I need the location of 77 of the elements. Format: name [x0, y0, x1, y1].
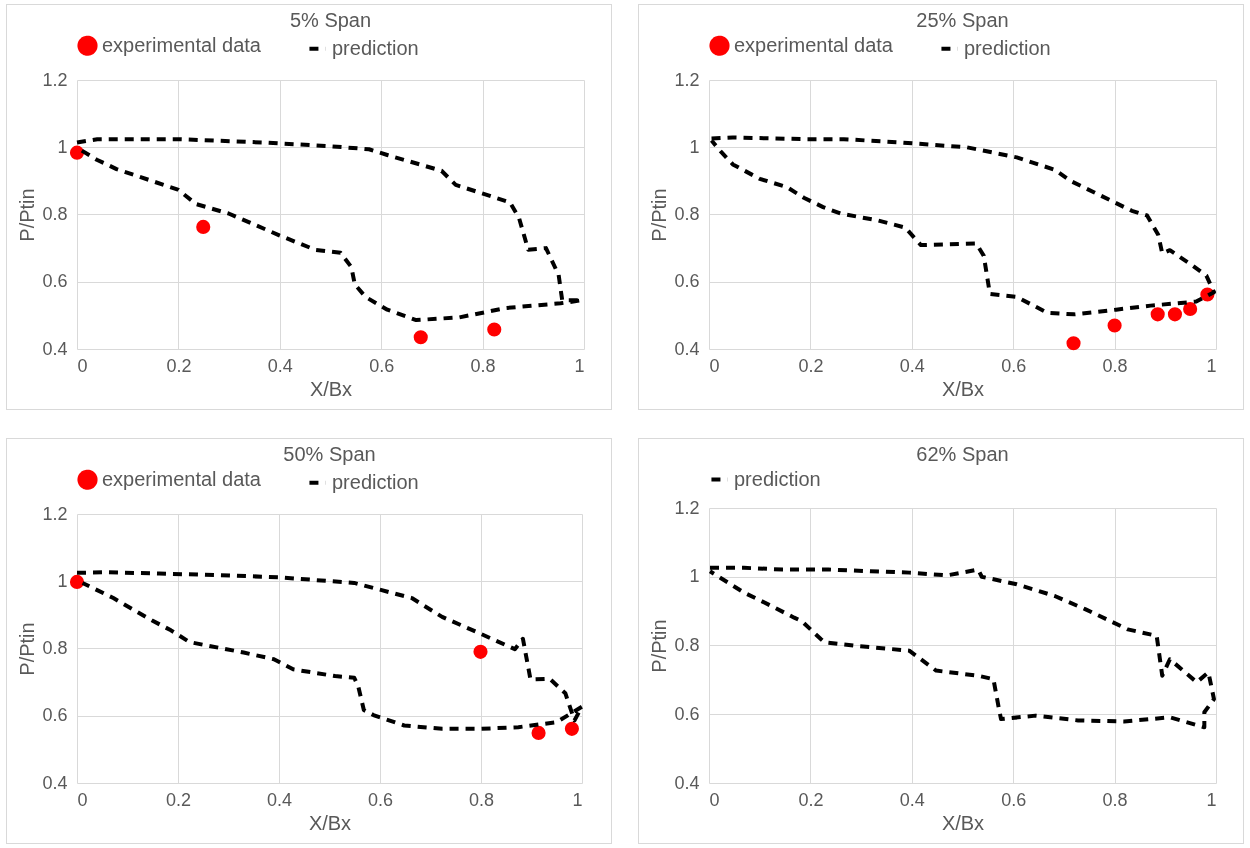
- point: [1183, 301, 1198, 317]
- point: [1167, 307, 1182, 322]
- legend-label: prediction: [332, 470, 419, 493]
- x-tick-label: 0.4: [899, 355, 925, 376]
- legend-label: prediction: [964, 36, 1051, 59]
- point: [196, 219, 211, 234]
- y-tick-label: 1: [689, 136, 700, 157]
- y-tick-label: 0.4: [42, 338, 68, 359]
- y-tick-label: 1: [57, 570, 68, 591]
- x-tick-label: 0.2: [798, 789, 824, 810]
- legend-label: experimental data: [102, 467, 262, 490]
- x-tick-label: 0.8: [1102, 355, 1128, 376]
- point: [69, 145, 85, 160]
- x-tick-label: 0.4: [899, 789, 925, 810]
- y-tick-label: 1.2: [42, 69, 68, 90]
- y-tick-label: 1.2: [674, 69, 700, 90]
- y-axis-title: P/Ptin: [648, 188, 671, 242]
- x-tick-label: 0.8: [468, 789, 495, 810]
- point: [531, 725, 546, 740]
- x-tick-label: 1: [1206, 355, 1217, 376]
- y-tick-label: 0.4: [674, 772, 700, 793]
- x-tick-label: 1: [1206, 789, 1217, 810]
- y-tick-label: 0.6: [42, 705, 68, 726]
- y-tick-label: 0.4: [674, 338, 700, 359]
- x-tick-label: 0.2: [165, 789, 192, 810]
- x-tick-label: 0.8: [470, 355, 496, 376]
- chart-title: 50% Span: [283, 443, 376, 465]
- point: [1107, 318, 1122, 333]
- legend-label: experimental data: [734, 33, 894, 56]
- x-tick-label: 0: [77, 789, 88, 810]
- legend-label: experimental data: [102, 33, 262, 56]
- x-axis-title: X/Bx: [309, 377, 353, 400]
- y-tick-label: 0.8: [674, 204, 700, 224]
- y-tick-label: 1.2: [42, 503, 68, 524]
- x-tick-label: 1: [574, 355, 585, 376]
- point: [473, 644, 488, 659]
- point: [564, 721, 579, 736]
- x-tick-label: 1: [572, 789, 583, 810]
- y-tick-label: 0.8: [42, 204, 68, 224]
- chart-title: 5% Span: [289, 9, 372, 31]
- line-series: [708, 565, 1216, 730]
- y-axis-title: P/Ptin: [648, 619, 671, 673]
- point: [1150, 307, 1165, 322]
- x-tick-label: 0.4: [266, 789, 293, 810]
- x-tick-label: 0.6: [367, 789, 394, 810]
- point: [487, 322, 502, 337]
- x-tick-label: 0: [709, 789, 720, 810]
- y-tick-label: 1: [57, 136, 68, 157]
- x-tick-label: 0.6: [1001, 355, 1027, 376]
- y-axis-title: P/Ptin: [16, 188, 39, 242]
- x-tick-label: 0: [77, 355, 88, 376]
- x-tick-label: 0.2: [798, 355, 824, 376]
- y-axis-title: P/Ptin: [16, 622, 39, 676]
- legend-label: prediction: [332, 36, 419, 59]
- y-tick-label: 0.6: [42, 271, 68, 292]
- y-tick-label: 1.2: [674, 497, 700, 518]
- point: [69, 574, 85, 589]
- x-tick-label: 0: [709, 355, 720, 376]
- point: [1066, 336, 1081, 351]
- chart-title: 25% Span: [916, 9, 1009, 31]
- x-axis-title: X/Bx: [941, 377, 985, 400]
- point: [413, 330, 428, 345]
- x-axis-title: X/Bx: [941, 811, 985, 834]
- y-tick-label: 0.8: [674, 635, 700, 655]
- y-tick-label: 0.8: [42, 638, 68, 658]
- x-axis-title: X/Bx: [308, 811, 352, 834]
- x-tick-label: 0.6: [369, 355, 395, 376]
- y-tick-label: 0.4: [42, 772, 68, 793]
- x-tick-label: 0.2: [166, 355, 192, 376]
- y-tick-label: 0.6: [674, 703, 700, 724]
- legend-label: prediction: [734, 467, 821, 490]
- x-tick-label: 0.4: [267, 355, 293, 376]
- y-tick-label: 0.6: [674, 271, 700, 292]
- chart-title: 62% Span: [916, 443, 1009, 465]
- y-tick-label: 1: [689, 566, 700, 587]
- x-tick-label: 0.6: [1001, 789, 1027, 810]
- x-tick-label: 0.8: [1102, 789, 1128, 810]
